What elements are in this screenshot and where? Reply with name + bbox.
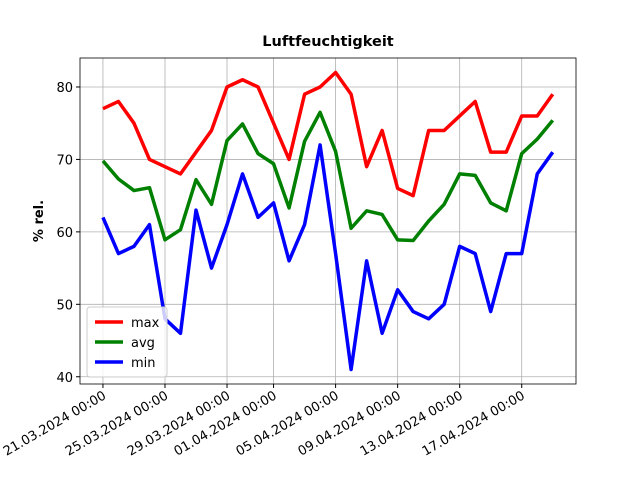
line-series	[101, 110, 555, 243]
x-tick-label: 21.03.2024 00:00	[1, 388, 109, 459]
legend-label: min	[131, 356, 156, 371]
legend-label: max	[131, 316, 160, 331]
legend: max avg min	[86, 306, 168, 378]
y-tick-label: 70	[56, 153, 73, 168]
plot-frame	[79, 57, 577, 385]
y-tick-label: 80	[56, 81, 73, 96]
line-series	[102, 70, 555, 198]
line-series	[101, 143, 555, 372]
x-tick-label: 13.04.2024 00:00	[358, 388, 466, 459]
y-tick-label: 40	[56, 371, 73, 386]
y-tick-label: 60	[56, 226, 73, 241]
x-tick-label: 09.04.2024 00:00	[296, 388, 404, 459]
y-tick-label: 50	[56, 298, 73, 313]
y-axis-label: % rel.	[32, 200, 47, 242]
legend-frame	[86, 306, 168, 378]
legend-label: avg	[131, 336, 155, 351]
x-tick-label: 05.04.2024 00:00	[234, 388, 342, 459]
x-tick-label: 25.03.2024 00:00	[63, 388, 171, 459]
chart-title: Luftfeuchtigkeit	[262, 34, 394, 50]
x-tick-label: 17.04.2024 00:00	[420, 388, 528, 459]
